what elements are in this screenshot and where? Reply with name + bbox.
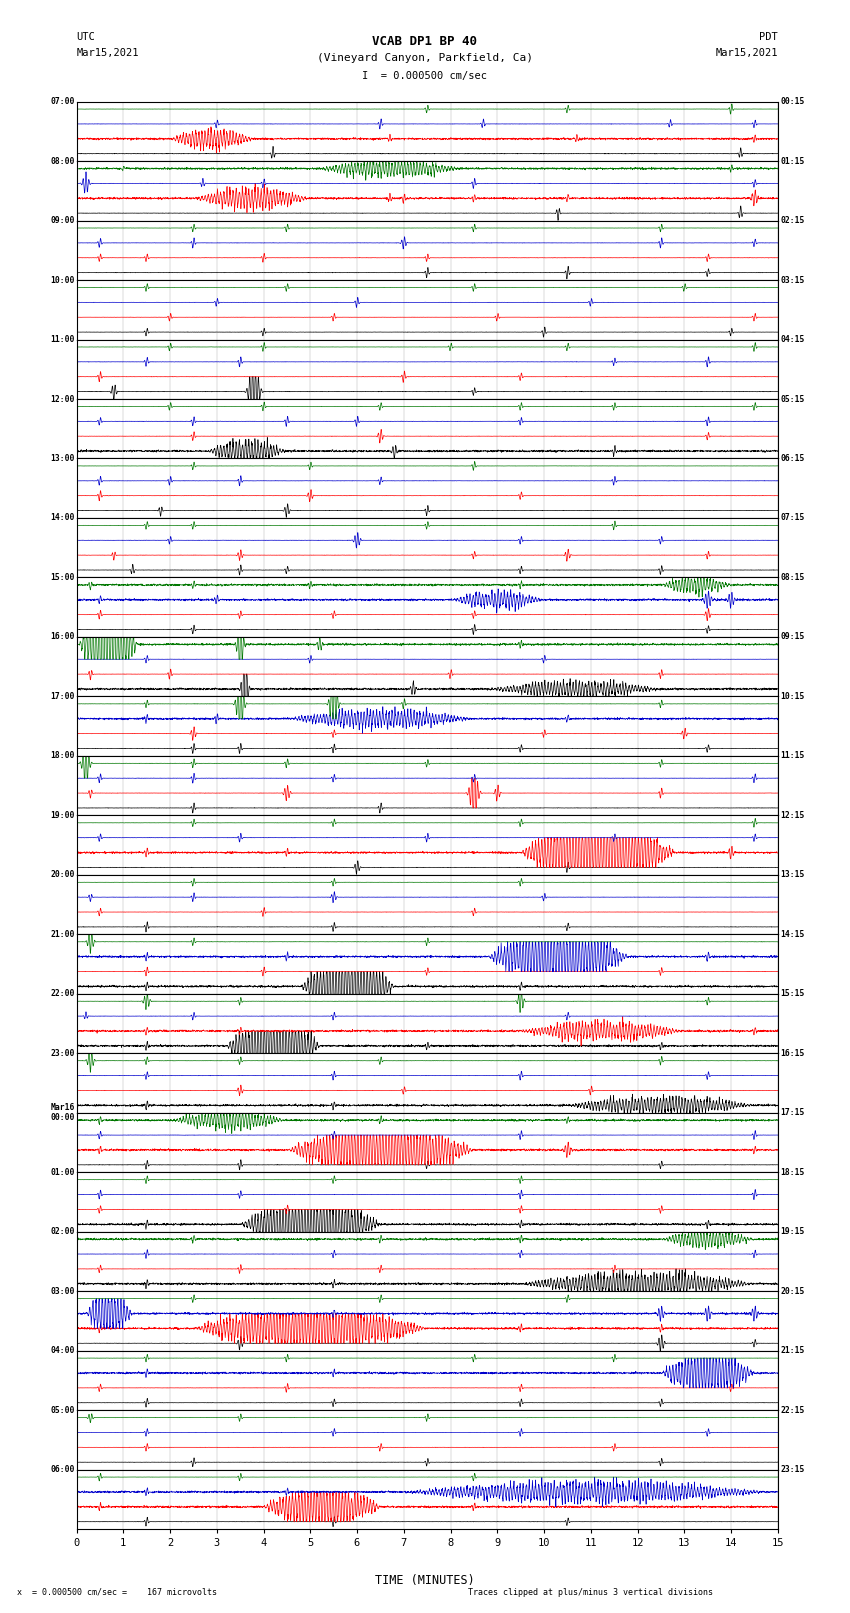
Text: 23:15: 23:15 xyxy=(780,1465,805,1474)
Text: 03:00: 03:00 xyxy=(50,1287,75,1295)
Text: 14:00: 14:00 xyxy=(50,513,75,523)
Text: 05:15: 05:15 xyxy=(780,395,805,403)
Text: Mar15,2021: Mar15,2021 xyxy=(76,48,139,58)
Text: 06:00: 06:00 xyxy=(50,1465,75,1474)
Text: 19:00: 19:00 xyxy=(50,811,75,819)
Text: 02:15: 02:15 xyxy=(780,216,805,226)
Text: 08:00: 08:00 xyxy=(50,156,75,166)
Text: 15:00: 15:00 xyxy=(50,573,75,582)
Text: 19:15: 19:15 xyxy=(780,1227,805,1236)
Text: (Vineyard Canyon, Parkfield, Ca): (Vineyard Canyon, Parkfield, Ca) xyxy=(317,53,533,63)
Text: 03:15: 03:15 xyxy=(780,276,805,284)
Text: 21:00: 21:00 xyxy=(50,929,75,939)
Text: Traces clipped at plus/minus 3 vertical divisions: Traces clipped at plus/minus 3 vertical … xyxy=(468,1587,712,1597)
Text: 01:15: 01:15 xyxy=(780,156,805,166)
Text: 13:15: 13:15 xyxy=(780,871,805,879)
Text: UTC: UTC xyxy=(76,32,95,42)
Text: 04:15: 04:15 xyxy=(780,336,805,344)
Text: Mar16
00:00: Mar16 00:00 xyxy=(50,1103,75,1123)
Text: 17:15: 17:15 xyxy=(780,1108,805,1118)
Text: 10:15: 10:15 xyxy=(780,692,805,702)
Text: 09:00: 09:00 xyxy=(50,216,75,226)
Text: Mar15,2021: Mar15,2021 xyxy=(715,48,778,58)
Text: 22:00: 22:00 xyxy=(50,989,75,998)
Text: VCAB DP1 BP 40: VCAB DP1 BP 40 xyxy=(372,35,478,48)
Text: I  = 0.000500 cm/sec: I = 0.000500 cm/sec xyxy=(362,71,488,81)
Text: 07:15: 07:15 xyxy=(780,513,805,523)
Text: 15:15: 15:15 xyxy=(780,989,805,998)
Text: 01:00: 01:00 xyxy=(50,1168,75,1177)
Text: 21:15: 21:15 xyxy=(780,1347,805,1355)
Text: 02:00: 02:00 xyxy=(50,1227,75,1236)
Text: 10:00: 10:00 xyxy=(50,276,75,284)
Text: 08:15: 08:15 xyxy=(780,573,805,582)
Text: x  = 0.000500 cm/sec =    167 microvolts: x = 0.000500 cm/sec = 167 microvolts xyxy=(17,1587,217,1597)
Text: 23:00: 23:00 xyxy=(50,1048,75,1058)
Text: 09:15: 09:15 xyxy=(780,632,805,642)
Text: TIME (MINUTES): TIME (MINUTES) xyxy=(375,1574,475,1587)
Text: 11:00: 11:00 xyxy=(50,336,75,344)
Text: 16:15: 16:15 xyxy=(780,1048,805,1058)
Text: 00:15: 00:15 xyxy=(780,97,805,106)
Text: 18:15: 18:15 xyxy=(780,1168,805,1177)
Text: 05:00: 05:00 xyxy=(50,1405,75,1415)
Text: 22:15: 22:15 xyxy=(780,1405,805,1415)
Text: 13:00: 13:00 xyxy=(50,453,75,463)
Text: 17:00: 17:00 xyxy=(50,692,75,702)
Text: 11:15: 11:15 xyxy=(780,752,805,760)
Text: 18:00: 18:00 xyxy=(50,752,75,760)
Text: 04:00: 04:00 xyxy=(50,1347,75,1355)
Text: 12:15: 12:15 xyxy=(780,811,805,819)
Text: 20:15: 20:15 xyxy=(780,1287,805,1295)
Text: 07:00: 07:00 xyxy=(50,97,75,106)
Text: PDT: PDT xyxy=(759,32,778,42)
Text: 06:15: 06:15 xyxy=(780,453,805,463)
Text: 14:15: 14:15 xyxy=(780,929,805,939)
Text: 16:00: 16:00 xyxy=(50,632,75,642)
Text: 20:00: 20:00 xyxy=(50,871,75,879)
Text: 12:00: 12:00 xyxy=(50,395,75,403)
